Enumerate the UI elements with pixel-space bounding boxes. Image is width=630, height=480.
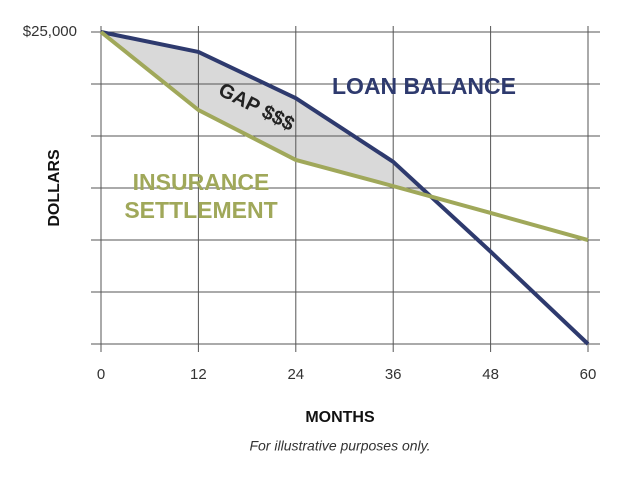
x-axis-label: MONTHS xyxy=(305,409,375,426)
x-tick-label: 12 xyxy=(190,366,207,383)
legend-label: LOAN BALANCE xyxy=(332,73,516,99)
x-tick-label: 36 xyxy=(385,366,402,383)
x-tick-label: 24 xyxy=(287,366,304,383)
x-tick-label: 48 xyxy=(482,366,499,383)
y-axis-label: DOLLARS xyxy=(46,149,63,227)
annotation: INSURANCE xyxy=(133,169,270,195)
line-series xyxy=(99,30,589,242)
note: For illustrative purposes only. xyxy=(249,438,430,454)
annotation: SETTLEMENT xyxy=(124,197,277,223)
y-tick-label: $25,000 xyxy=(23,23,77,40)
x-tick-label: 60 xyxy=(580,366,597,383)
gap-area xyxy=(101,32,431,197)
x-tick-label: 0 xyxy=(97,366,105,383)
line-series xyxy=(100,30,590,346)
